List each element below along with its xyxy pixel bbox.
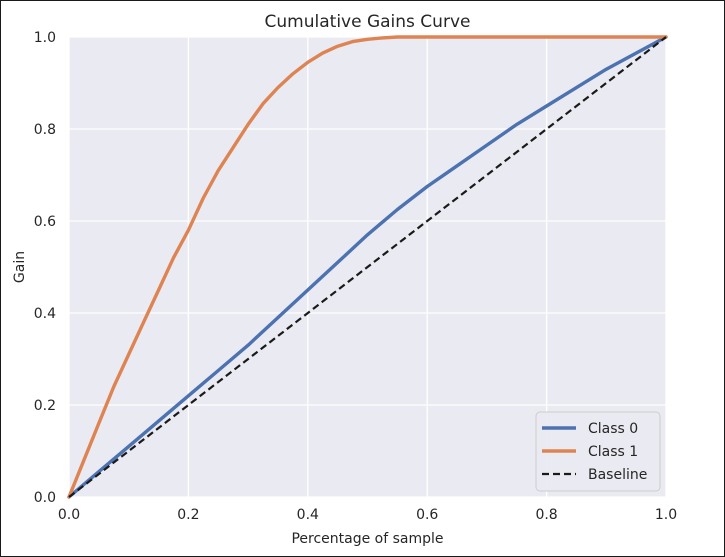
y-axis-ticks: 0.0 0.2 0.4 0.6 0.8 1.0 — [34, 30, 56, 506]
legend: Class 0 Class 1 Baseline — [535, 411, 661, 492]
x-tick-label: 0.0 — [58, 507, 80, 523]
x-tick-label: 0.8 — [535, 507, 557, 523]
y-tick-label: 0.8 — [34, 122, 56, 138]
legend-label: Class 1 — [588, 444, 638, 460]
y-tick-label: 0.6 — [34, 214, 56, 230]
y-tick-label: 0.4 — [34, 306, 56, 322]
y-tick-label: 0.2 — [34, 398, 56, 414]
y-axis-label: Gain — [12, 251, 28, 283]
x-tick-label: 0.4 — [297, 507, 319, 523]
x-axis-label: Percentage of sample — [291, 531, 443, 547]
legend-box — [535, 411, 661, 492]
x-axis-ticks: 0.0 0.2 0.4 0.6 0.8 1.0 — [58, 507, 677, 523]
legend-label: Baseline — [588, 467, 647, 483]
chart-title: Cumulative Gains Curve — [265, 12, 471, 32]
series-line-class-1 — [67, 35, 668, 499]
series-line-class-0 — [67, 35, 668, 499]
y-tick-label: 0.0 — [34, 490, 56, 506]
legend-label: Class 0 — [588, 421, 638, 437]
x-tick-label: 1.0 — [655, 507, 677, 523]
series-lines — [67, 35, 668, 499]
x-tick-label: 0.2 — [177, 507, 199, 523]
grid — [68, 36, 667, 498]
y-tick-label: 1.0 — [34, 30, 56, 46]
x-tick-label: 0.6 — [416, 507, 438, 523]
series-line-baseline — [68, 36, 667, 498]
